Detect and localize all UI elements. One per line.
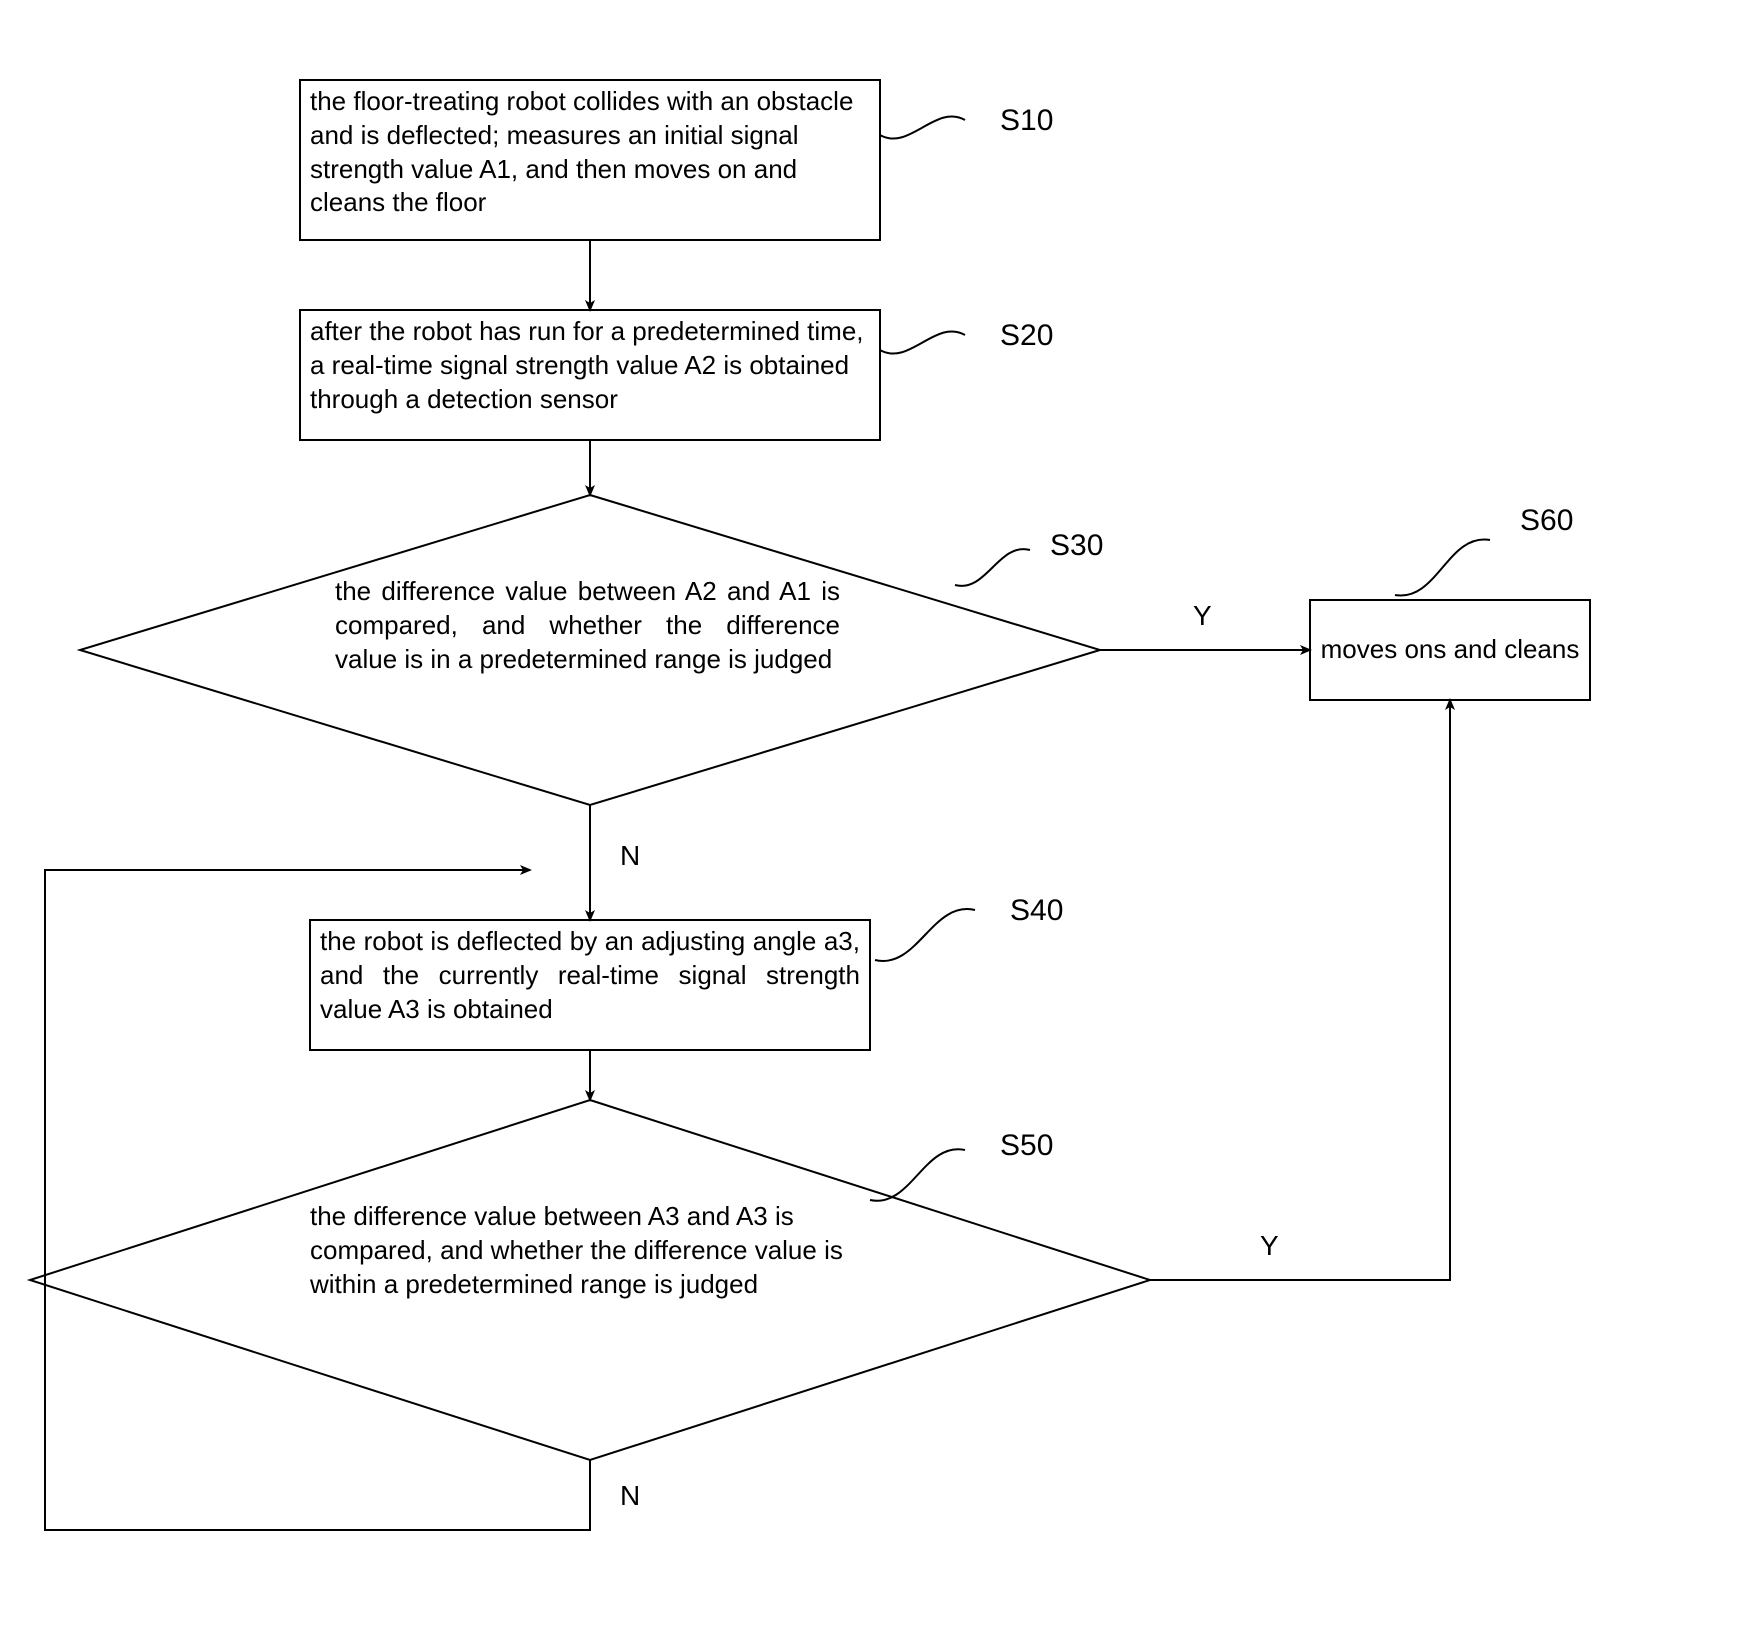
svg-text:S40: S40 (1010, 894, 1063, 927)
node-s20: after the robot has run for a predetermi… (300, 310, 880, 440)
squiggle-1 (880, 331, 965, 353)
svg-text:S10: S10 (1000, 104, 1053, 137)
squiggle-5 (1395, 539, 1490, 595)
svg-text:S60: S60 (1520, 504, 1573, 537)
squiggle-4 (955, 549, 1030, 586)
svg-text:Y: Y (1193, 600, 1212, 631)
edge-5 (1150, 700, 1450, 1280)
node-s40: the robot is deflected by an adjusting a… (310, 920, 870, 1050)
svg-text:N: N (620, 840, 640, 871)
squiggle-0 (880, 116, 965, 138)
node-s60: moves ons and cleans (1310, 600, 1590, 700)
svg-text:N: N (620, 1480, 640, 1511)
node-s10: the floor-treating robot collides with a… (300, 80, 880, 240)
svg-text:S30: S30 (1050, 529, 1103, 562)
svg-text:S50: S50 (1000, 1129, 1053, 1162)
node-s50: the difference value between A3 and A3 i… (30, 1100, 1150, 1460)
svg-text:Y: Y (1260, 1230, 1279, 1261)
node-s30: the difference value between A2 and A1 i… (80, 495, 1100, 805)
svg-text:S20: S20 (1000, 319, 1053, 352)
squiggle-2 (875, 909, 975, 961)
squiggle-3 (870, 1149, 965, 1201)
